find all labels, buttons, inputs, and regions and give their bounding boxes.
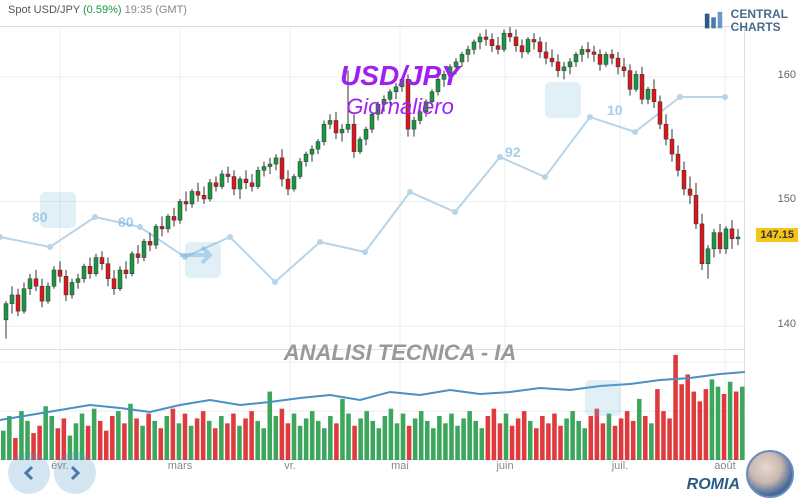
svg-text:92: 92 bbox=[505, 144, 521, 160]
period-title: Giornaliero bbox=[346, 94, 454, 120]
current-price-tag: 147.15 bbox=[756, 228, 798, 242]
volume-chart-svg bbox=[0, 350, 745, 460]
next-button[interactable] bbox=[54, 452, 96, 494]
arrow-right-icon bbox=[63, 461, 87, 485]
svg-text:10: 10 bbox=[607, 102, 623, 118]
volume-y-axis: 200000400000 bbox=[745, 350, 800, 460]
timestamp: 19:35 (GMT) bbox=[125, 4, 187, 16]
chart-header: Spot USD/JPY (0.59%) 19:35 (GMT) bbox=[8, 4, 187, 16]
price-y-axis: 140150160147.15 bbox=[745, 26, 800, 350]
svg-text:80: 80 bbox=[32, 209, 48, 225]
pair-title: USD/JPY bbox=[340, 60, 460, 92]
romia-label: ROMIA bbox=[687, 476, 740, 494]
instrument-name: Spot USD/JPY bbox=[8, 4, 80, 16]
arrow-left-icon bbox=[17, 461, 41, 485]
prev-button[interactable] bbox=[8, 452, 50, 494]
svg-text:80: 80 bbox=[118, 214, 134, 230]
avatar-icon[interactable] bbox=[746, 450, 794, 498]
volume-chart[interactable] bbox=[0, 350, 745, 460]
logo-text: CENTRALCHARTS bbox=[731, 8, 788, 34]
change-percent: (0.59%) bbox=[83, 4, 122, 16]
logo-icon bbox=[703, 10, 725, 32]
time-x-axis: évr.marsvr.maijuinjuil.août bbox=[0, 460, 745, 480]
brand-logo[interactable]: CENTRALCHARTS bbox=[703, 8, 788, 34]
analysis-title: ANALISI TECNICA - IA bbox=[284, 340, 517, 366]
